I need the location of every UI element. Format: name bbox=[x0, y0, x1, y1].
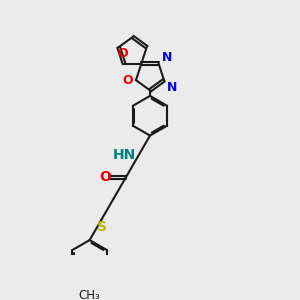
Text: O: O bbox=[117, 47, 128, 60]
Text: O: O bbox=[99, 170, 111, 184]
Text: CH₃: CH₃ bbox=[79, 289, 100, 300]
Text: HN: HN bbox=[112, 148, 136, 162]
Text: O: O bbox=[122, 74, 133, 87]
Text: S: S bbox=[97, 220, 107, 235]
Text: N: N bbox=[162, 51, 172, 64]
Text: N: N bbox=[167, 81, 178, 94]
